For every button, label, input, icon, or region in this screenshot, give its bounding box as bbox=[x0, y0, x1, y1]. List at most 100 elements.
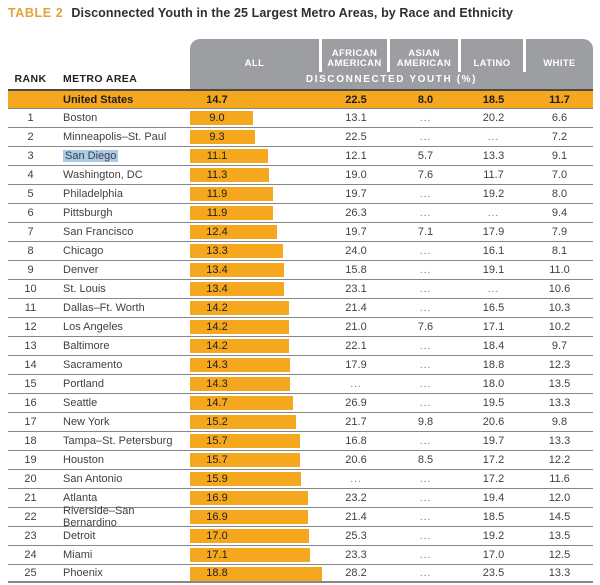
table-row: 19 Houston 15.7 20.6 8.5 17.2 12.2 bbox=[8, 450, 593, 469]
latino-value: 18.0 bbox=[482, 378, 505, 390]
white-value: 9.4 bbox=[551, 207, 568, 219]
metro-cell: Boston bbox=[53, 112, 190, 124]
all-cell: 14.2 bbox=[190, 299, 322, 317]
african-american-value: 21.4 bbox=[345, 302, 367, 314]
rank-cell: 18 bbox=[24, 435, 37, 447]
all-value: 11.9 bbox=[206, 207, 228, 219]
african-american-value: 21.7 bbox=[345, 416, 367, 428]
metro-name: San Francisco bbox=[63, 226, 134, 238]
rank-cell: 4 bbox=[27, 169, 34, 181]
table-row: 18 Tampa–St. Petersburg 15.7 16.8... 19.7 13.… bbox=[8, 431, 593, 450]
latino-value: 16.1 bbox=[482, 245, 505, 257]
rank-cell: 20 bbox=[24, 473, 37, 485]
asian-american-value: 7.6 bbox=[417, 169, 434, 181]
metro-cell: Riverside–San Bernardino bbox=[53, 505, 190, 529]
white-value: 8.1 bbox=[551, 245, 568, 257]
rank-cell: 17 bbox=[24, 416, 37, 428]
all-value-bar bbox=[190, 130, 255, 144]
asian-american-value: ... bbox=[419, 511, 432, 523]
metro-cell: Philadelphia bbox=[53, 188, 190, 200]
latino-value: 20.6 bbox=[482, 416, 505, 428]
african-american-value: 21.0 bbox=[345, 321, 367, 333]
left-column-headers: RANK METRO AREA bbox=[8, 73, 190, 85]
all-value-bar bbox=[190, 453, 300, 467]
white-value: 12.5 bbox=[548, 549, 571, 561]
all-value: 9.0 bbox=[209, 112, 225, 124]
asian-american-value: 7.6 bbox=[417, 321, 434, 333]
asian-american-value: 8.5 bbox=[417, 454, 434, 466]
all-cell: 18.8 bbox=[190, 565, 322, 581]
asian-american-value: 7.1 bbox=[417, 226, 434, 238]
metro-name: Seattle bbox=[63, 397, 98, 409]
all-value: 16.9 bbox=[206, 492, 228, 504]
african-american-value: 23.3 bbox=[345, 549, 367, 561]
race-column-labels: ALL AFRICAN AMERICAN ASIAN AMERICAN LATINO W… bbox=[190, 39, 593, 72]
all-cell: 11.3 bbox=[190, 166, 322, 184]
white-value: 8.0 bbox=[551, 188, 568, 200]
all-value: 15.7 bbox=[206, 435, 228, 447]
african-american-value: ... bbox=[350, 378, 362, 390]
african-american-value: 26.9 bbox=[345, 397, 367, 409]
all-value-bar bbox=[190, 567, 322, 581]
all-value-bar bbox=[190, 301, 289, 315]
latino-value: 16.5 bbox=[482, 302, 505, 314]
asian-american-value: ... bbox=[419, 112, 432, 124]
metro-cell: Denver bbox=[53, 264, 190, 276]
all-value: 17.0 bbox=[206, 530, 228, 542]
asian-american-value: ... bbox=[419, 302, 432, 314]
all-value-bar bbox=[190, 282, 284, 296]
all-value: 14.2 bbox=[206, 302, 228, 314]
metro-name: Riverside–San Bernardino bbox=[63, 505, 135, 529]
latino-value: 17.2 bbox=[482, 454, 505, 466]
all-cell: 9.3 bbox=[190, 128, 322, 146]
all-value: 9.3 bbox=[209, 131, 225, 143]
asian-american-value: ... bbox=[419, 549, 432, 561]
all-cell: 14.2 bbox=[190, 318, 322, 336]
metro-name: Washington, DC bbox=[63, 169, 143, 181]
white-value: 7.2 bbox=[551, 131, 568, 143]
asian-american-value: 9.8 bbox=[417, 416, 434, 428]
all-value: 17.1 bbox=[206, 549, 228, 561]
metro-cell: Atlanta bbox=[53, 492, 190, 504]
all-cell: 14.3 bbox=[190, 356, 322, 374]
all-value: 14.2 bbox=[206, 340, 228, 352]
african-american-value: 13.1 bbox=[345, 112, 367, 124]
african-american-value: 22.5 bbox=[345, 93, 367, 106]
latino-value: 19.2 bbox=[482, 530, 505, 542]
all-value: 14.3 bbox=[206, 378, 228, 390]
asian-american-value: ... bbox=[419, 359, 432, 371]
metro-name: Denver bbox=[63, 264, 99, 276]
rank-cell: 5 bbox=[27, 188, 34, 200]
asian-american-value: ... bbox=[419, 283, 432, 295]
all-value-bar bbox=[190, 339, 289, 353]
metro-name: St. Louis bbox=[63, 283, 106, 295]
table-label: TABLE 2 bbox=[8, 6, 64, 20]
all-cell: 14.7 bbox=[190, 394, 322, 412]
metro-name: Baltimore bbox=[63, 340, 110, 352]
latino-value: 18.8 bbox=[482, 359, 505, 371]
metro-cell: San Antonio bbox=[53, 473, 190, 485]
column-header-asian-american: ASIAN AMERICAN bbox=[390, 39, 461, 72]
all-cell: 13.4 bbox=[190, 261, 322, 279]
all-cell: 13.4 bbox=[190, 280, 322, 298]
white-value: 13.5 bbox=[548, 530, 571, 542]
all-value: 15.9 bbox=[206, 473, 228, 485]
asian-american-value: ... bbox=[419, 397, 432, 409]
all-value: 11.1 bbox=[206, 150, 228, 162]
metro-column-header: METRO AREA bbox=[63, 73, 138, 85]
white-value: 9.8 bbox=[551, 416, 568, 428]
african-american-value: ... bbox=[350, 473, 362, 485]
all-value-bar bbox=[190, 149, 268, 163]
table-row: 17 New York 15.2 21.7 9.8 20.6 9.8 bbox=[8, 412, 593, 431]
white-value: 10.2 bbox=[548, 321, 571, 333]
latino-value: ... bbox=[487, 283, 500, 295]
latino-value: 20.2 bbox=[482, 112, 505, 124]
latino-value: 19.7 bbox=[482, 435, 505, 447]
column-header-african-american: AFRICAN AMERICAN bbox=[322, 39, 390, 72]
asian-american-value: 5.7 bbox=[417, 150, 434, 162]
white-value: 13.5 bbox=[548, 378, 571, 390]
metro-cell: Dallas–Ft. Worth bbox=[53, 302, 190, 314]
all-value: 12.4 bbox=[206, 226, 228, 238]
white-value: 13.3 bbox=[548, 567, 571, 579]
white-value: 10.6 bbox=[548, 283, 571, 295]
